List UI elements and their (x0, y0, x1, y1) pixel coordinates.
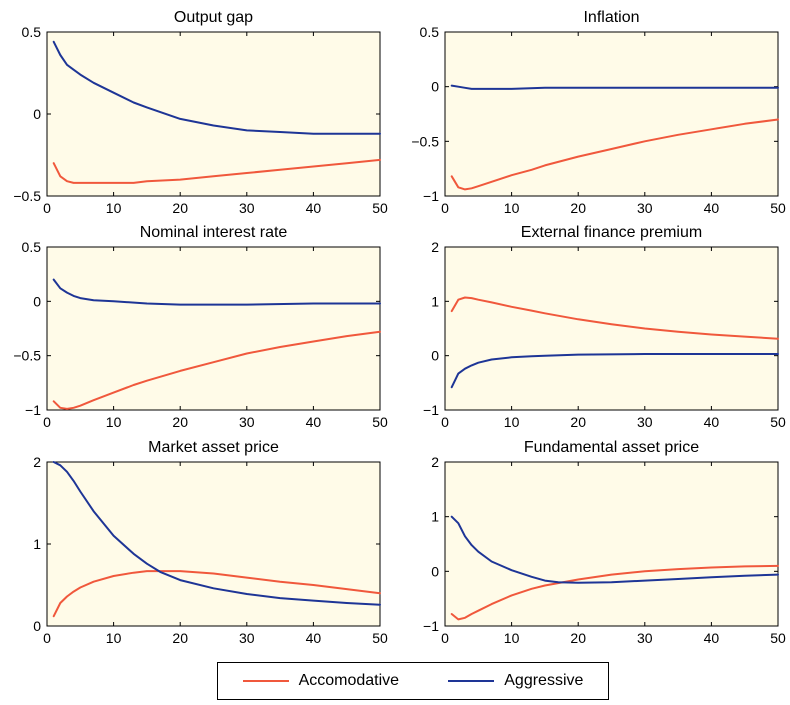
x-tick-label: 0 (441, 630, 449, 646)
axes-frame-market-asset-price (46, 461, 381, 627)
legend-label-accomodative: Accomodative (298, 672, 400, 689)
legend-item-accomodative: Accomodative (242, 672, 400, 690)
y-tick-label: 2 (431, 239, 439, 255)
y-tick-label: 0 (431, 348, 439, 364)
panel-title: Nominal interest rate (140, 224, 288, 241)
axes-frame-fundamental-asset-price (444, 461, 779, 627)
axes-frame-output-gap (46, 31, 381, 197)
panel-title: Market asset price (148, 439, 279, 456)
series-line-accomodative (52, 570, 381, 618)
y-tick-label: 1 (431, 509, 439, 525)
x-tick-label: 0 (441, 200, 449, 216)
x-tick-label: 20 (570, 414, 586, 430)
y-tick-label: −0.5 (13, 188, 41, 204)
y-tick-label: 1 (431, 293, 439, 309)
series-line-accomodative (52, 330, 381, 410)
x-tick-label: 40 (704, 200, 720, 216)
x-tick-label: 10 (106, 200, 122, 216)
axes-frame-external-finance-premium (444, 246, 779, 411)
legend: Accomodative Aggressive (217, 662, 609, 700)
panel-nominal-interest-rate: Nominal interest rate 0 10 20 30 40 50 −1 −0.5 0 0… (13, 224, 388, 430)
y-tick-label: 0 (431, 79, 439, 95)
x-tick-label: 10 (504, 200, 520, 216)
series-line-aggressive (52, 40, 381, 135)
series-line-aggressive (450, 353, 779, 389)
x-tick-label: 0 (441, 414, 449, 430)
x-tick-label: 20 (172, 200, 188, 216)
x-tick-label: 10 (504, 630, 520, 646)
axes-frame-inflation (444, 31, 779, 197)
x-tick-label: 10 (106, 630, 122, 646)
y-tick-label: 0.5 (22, 239, 42, 255)
x-tick-label: 10 (504, 414, 520, 430)
x-tick-label: 40 (306, 630, 322, 646)
panel-title: Fundamental asset price (524, 439, 699, 456)
legend-label-aggressive: Aggressive (504, 672, 584, 689)
x-tick-label: 40 (306, 414, 322, 430)
legend-swatch-accomodative (242, 680, 289, 682)
panel-title: Inflation (583, 9, 639, 26)
y-tick-label: 0.5 (22, 24, 42, 40)
y-tick-label: 2 (431, 454, 439, 470)
legend-item-aggressive: Aggressive (448, 672, 583, 690)
series-line-aggressive (52, 278, 381, 306)
series-line-aggressive (450, 515, 779, 584)
series-line-accomodative (450, 296, 779, 340)
y-tick-label: 0.5 (420, 24, 440, 40)
x-tick-label: 50 (770, 200, 786, 216)
x-tick-label: 50 (372, 630, 388, 646)
y-tick-label: 1 (33, 536, 41, 552)
x-tick-label: 20 (172, 414, 188, 430)
x-tick-label: 40 (704, 630, 720, 646)
panel-title: External finance premium (521, 224, 702, 241)
x-tick-label: 40 (704, 414, 720, 430)
panel-title: Output gap (174, 9, 253, 26)
series-line-aggressive (52, 461, 381, 606)
y-tick-label: −0.5 (13, 348, 41, 364)
x-tick-label: 50 (372, 414, 388, 430)
x-tick-label: 0 (43, 200, 51, 216)
x-tick-label: 50 (770, 630, 786, 646)
panel-inflation: Inflation 0 10 20 30 40 50 −1 −0.5 0 0.5 (411, 9, 786, 216)
axes-frame-nominal-interest-rate (46, 246, 381, 411)
y-tick-label: 0 (431, 563, 439, 579)
y-tick-label: −1 (423, 402, 439, 418)
x-tick-label: 50 (372, 200, 388, 216)
y-tick-label: 0 (33, 618, 41, 634)
series-line-accomodative (450, 118, 779, 191)
y-tick-label: 0 (33, 106, 41, 122)
x-tick-label: 50 (770, 414, 786, 430)
y-tick-label: −0.5 (411, 133, 439, 149)
legend-swatch-aggressive (448, 680, 495, 682)
x-tick-label: 30 (637, 630, 653, 646)
series-line-accomodative (52, 158, 381, 184)
series-line-accomodative (450, 564, 779, 621)
y-tick-label: −1 (423, 618, 439, 634)
x-tick-label: 20 (570, 630, 586, 646)
y-tick-label: 2 (33, 454, 41, 470)
x-tick-label: 30 (637, 414, 653, 430)
panel-market-asset-price: Market asset price 0 10 20 30 40 50 0 1 2 (33, 439, 388, 646)
x-tick-label: 40 (306, 200, 322, 216)
x-tick-label: 20 (570, 200, 586, 216)
x-tick-label: 30 (239, 414, 255, 430)
x-tick-label: 0 (43, 630, 51, 646)
y-tick-label: −1 (423, 188, 439, 204)
y-tick-label: −1 (25, 402, 41, 418)
x-tick-label: 30 (637, 200, 653, 216)
x-tick-label: 20 (172, 630, 188, 646)
x-tick-label: 0 (43, 414, 51, 430)
x-tick-label: 30 (239, 200, 255, 216)
series-line-aggressive (450, 84, 779, 90)
y-tick-label: 0 (33, 293, 41, 309)
x-tick-label: 10 (106, 414, 122, 430)
x-tick-label: 30 (239, 630, 255, 646)
